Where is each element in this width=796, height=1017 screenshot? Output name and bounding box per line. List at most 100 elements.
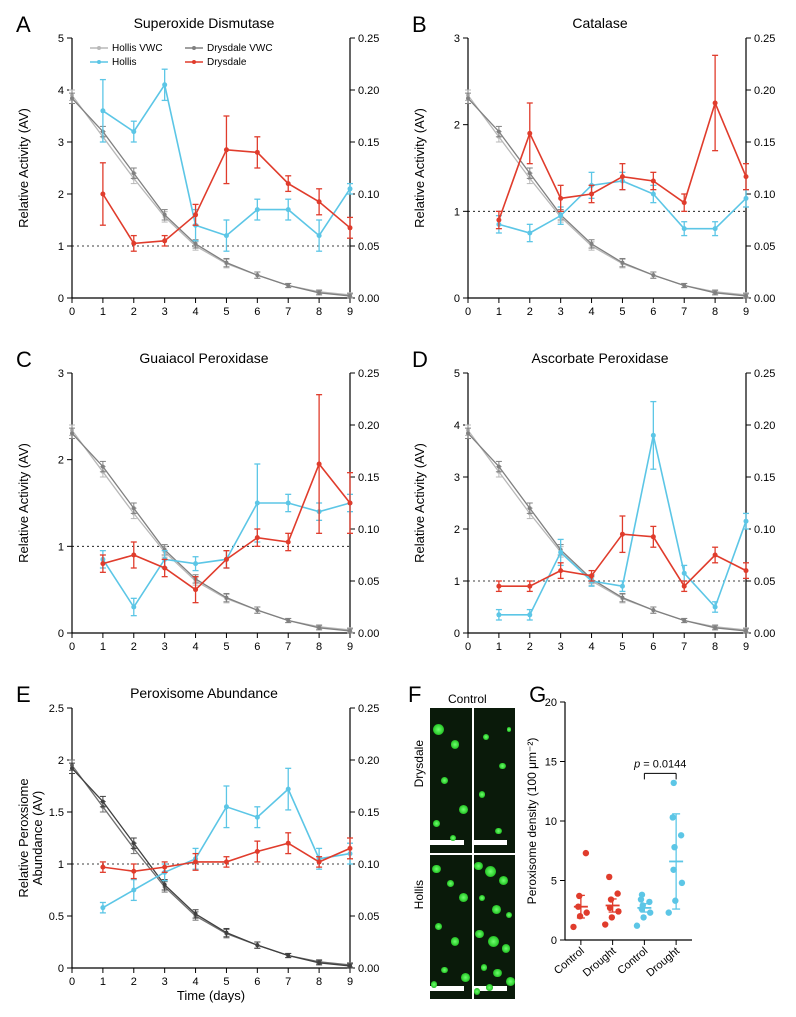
panel-b: B Catalase012345678901230.000.050.100.15… <box>406 10 794 337</box>
panel-e: E Peroxisome Abundance012345678900.511.5… <box>10 680 398 1007</box>
svg-text:Drysdale VWC: Drysdale VWC <box>207 43 273 54</box>
svg-text:6: 6 <box>650 641 656 653</box>
svg-text:1: 1 <box>58 541 64 553</box>
svg-text:0: 0 <box>58 628 64 640</box>
svg-text:2.5: 2.5 <box>49 703 64 715</box>
svg-text:1: 1 <box>454 576 460 588</box>
svg-text:5: 5 <box>58 33 64 45</box>
svg-text:9: 9 <box>743 641 749 653</box>
svg-text:0: 0 <box>69 306 75 318</box>
svg-text:5: 5 <box>551 876 557 888</box>
panel-d: D Ascorbate Peroxidase01234567890123450.… <box>406 345 794 672</box>
svg-text:0.15: 0.15 <box>754 472 775 484</box>
svg-text:15: 15 <box>545 757 557 769</box>
svg-text:Catalase: Catalase <box>572 15 627 31</box>
svg-text:2: 2 <box>131 641 137 653</box>
chart-peroxisome-density: 05101520Peroxisome density (100 μm⁻²)Con… <box>523 680 698 1006</box>
svg-text:7: 7 <box>285 641 291 653</box>
svg-text:5: 5 <box>223 306 229 318</box>
svg-text:0: 0 <box>69 641 75 653</box>
svg-text:3: 3 <box>162 976 168 988</box>
micrograph-grid <box>430 708 515 999</box>
svg-text:Relative Peroxsiome: Relative Peroxsiome <box>16 778 31 897</box>
svg-text:Ascorbate Peroxidase: Ascorbate Peroxidase <box>532 350 669 366</box>
svg-text:6: 6 <box>254 306 260 318</box>
svg-text:Relative Activity (AV): Relative Activity (AV) <box>412 443 427 563</box>
svg-text:10: 10 <box>545 816 557 828</box>
svg-text:0.00: 0.00 <box>358 963 379 975</box>
svg-text:0.10: 0.10 <box>754 189 775 201</box>
svg-text:0: 0 <box>465 641 471 653</box>
svg-text:2: 2 <box>58 455 64 467</box>
svg-text:6: 6 <box>650 306 656 318</box>
svg-text:3: 3 <box>58 368 64 380</box>
svg-text:4: 4 <box>192 976 198 988</box>
svg-text:0.15: 0.15 <box>754 137 775 149</box>
svg-text:0.05: 0.05 <box>358 241 379 253</box>
panel-g: G 05101520Peroxisome density (100 μm⁻²)C… <box>523 680 698 1007</box>
svg-text:8: 8 <box>316 641 322 653</box>
svg-text:0: 0 <box>58 963 64 975</box>
panel-label: F <box>408 682 421 708</box>
svg-text:0.20: 0.20 <box>358 85 379 97</box>
svg-text:0.25: 0.25 <box>358 703 379 715</box>
scale-bar <box>474 840 508 845</box>
panel-label: C <box>16 347 32 373</box>
svg-text:2: 2 <box>58 755 64 767</box>
svg-text:Relative Activity (AV): Relative Activity (AV) <box>16 443 31 563</box>
svg-text:2: 2 <box>454 120 460 132</box>
svg-text:Drought: Drought <box>644 945 682 979</box>
svg-text:Hollis: Hollis <box>112 57 136 68</box>
svg-text:0: 0 <box>465 306 471 318</box>
svg-text:6: 6 <box>254 641 260 653</box>
micrograph-drysdale-control <box>430 708 472 853</box>
svg-text:2: 2 <box>527 641 533 653</box>
svg-text:7: 7 <box>285 976 291 988</box>
svg-text:0.20: 0.20 <box>358 420 379 432</box>
svg-text:2: 2 <box>131 976 137 988</box>
svg-text:3: 3 <box>454 472 460 484</box>
svg-text:0.00: 0.00 <box>358 628 379 640</box>
figure-grid: A Superoxide Dismutase01234567890123450.… <box>10 10 786 1007</box>
svg-text:0.10: 0.10 <box>358 189 379 201</box>
svg-text:0.15: 0.15 <box>358 472 379 484</box>
svg-text:0.10: 0.10 <box>358 524 379 536</box>
svg-text:0.20: 0.20 <box>754 420 775 432</box>
panel-f: F Control Drought Drysdale Hollis <box>402 680 519 1007</box>
svg-text:1: 1 <box>58 241 64 253</box>
svg-text:Peroxisome density (100 μm⁻²): Peroxisome density (100 μm⁻²) <box>525 738 539 905</box>
svg-text:Drysdale: Drysdale <box>207 57 247 68</box>
svg-text:20: 20 <box>545 697 557 709</box>
svg-text:0.20: 0.20 <box>754 85 775 97</box>
svg-text:6: 6 <box>254 976 260 988</box>
chart-ascorbate-peroxidase: Ascorbate Peroxidase01234567890123450.00… <box>406 345 794 671</box>
svg-text:1.5: 1.5 <box>49 807 64 819</box>
svg-text:3: 3 <box>558 641 564 653</box>
svg-text:Hollis VWC: Hollis VWC <box>112 43 163 54</box>
svg-text:3: 3 <box>454 33 460 45</box>
svg-text:3: 3 <box>162 641 168 653</box>
svg-text:3: 3 <box>58 137 64 149</box>
svg-text:1: 1 <box>100 306 106 318</box>
svg-text:4: 4 <box>454 420 460 432</box>
svg-text:4: 4 <box>192 641 198 653</box>
svg-text:5: 5 <box>619 641 625 653</box>
svg-text:0: 0 <box>58 293 64 305</box>
svg-text:2: 2 <box>58 189 64 201</box>
svg-text:0.10: 0.10 <box>358 859 379 871</box>
svg-text:8: 8 <box>316 306 322 318</box>
svg-text:9: 9 <box>347 976 353 988</box>
svg-text:0: 0 <box>454 293 460 305</box>
svg-text:0.25: 0.25 <box>754 33 775 45</box>
svg-text:0.5: 0.5 <box>49 911 64 923</box>
svg-text:0.25: 0.25 <box>358 368 379 380</box>
panel-a: A Superoxide Dismutase01234567890123450.… <box>10 10 398 337</box>
micrograph-hollis-control <box>430 855 472 1000</box>
svg-text:8: 8 <box>712 641 718 653</box>
svg-text:1: 1 <box>58 859 64 871</box>
svg-text:2: 2 <box>527 306 533 318</box>
svg-text:1: 1 <box>100 976 106 988</box>
svg-text:0.00: 0.00 <box>358 293 379 305</box>
svg-text:0.15: 0.15 <box>358 137 379 149</box>
svg-text:4: 4 <box>588 641 594 653</box>
